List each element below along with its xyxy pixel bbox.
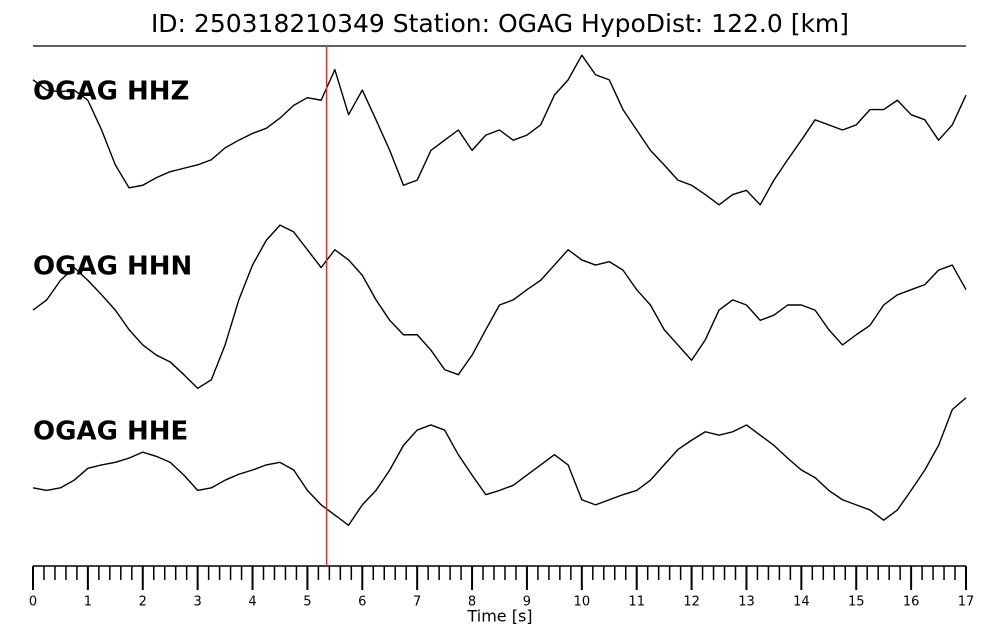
- x-tick-label: 13: [738, 595, 755, 610]
- x-tick-label: 16: [903, 595, 920, 610]
- x-tick-label: 12: [683, 595, 700, 610]
- x-tick-label: 8: [468, 595, 476, 610]
- x-tick-label: 4: [248, 595, 256, 610]
- x-tick-label: 15: [848, 595, 865, 610]
- x-axis-label: Time [s]: [466, 607, 532, 626]
- x-tick-label: 3: [194, 595, 202, 610]
- trace-label: OGAG HHN: [33, 252, 192, 282]
- x-tick-label: 2: [139, 595, 147, 610]
- x-tick-label: 9: [523, 595, 531, 610]
- x-tick-label: 10: [574, 595, 591, 610]
- trace-label: OGAG HHE: [33, 417, 188, 447]
- x-tick-label: 14: [793, 595, 810, 610]
- x-tick-label: 11: [628, 595, 645, 610]
- waveform: [32, 54, 967, 206]
- trace-label: OGAG HHZ: [33, 77, 189, 107]
- x-tick-label: 0: [29, 595, 37, 610]
- waveform: [32, 224, 967, 389]
- x-tick-label: 5: [303, 595, 311, 610]
- x-tick-label: 17: [958, 595, 975, 610]
- x-tick-label: 6: [358, 595, 366, 610]
- waveform: [32, 397, 967, 526]
- x-tick-label: 1: [84, 595, 92, 610]
- x-tick-label: 7: [413, 595, 421, 610]
- chart-title: ID: 250318210349 Station: OGAG HypoDist:…: [151, 9, 849, 38]
